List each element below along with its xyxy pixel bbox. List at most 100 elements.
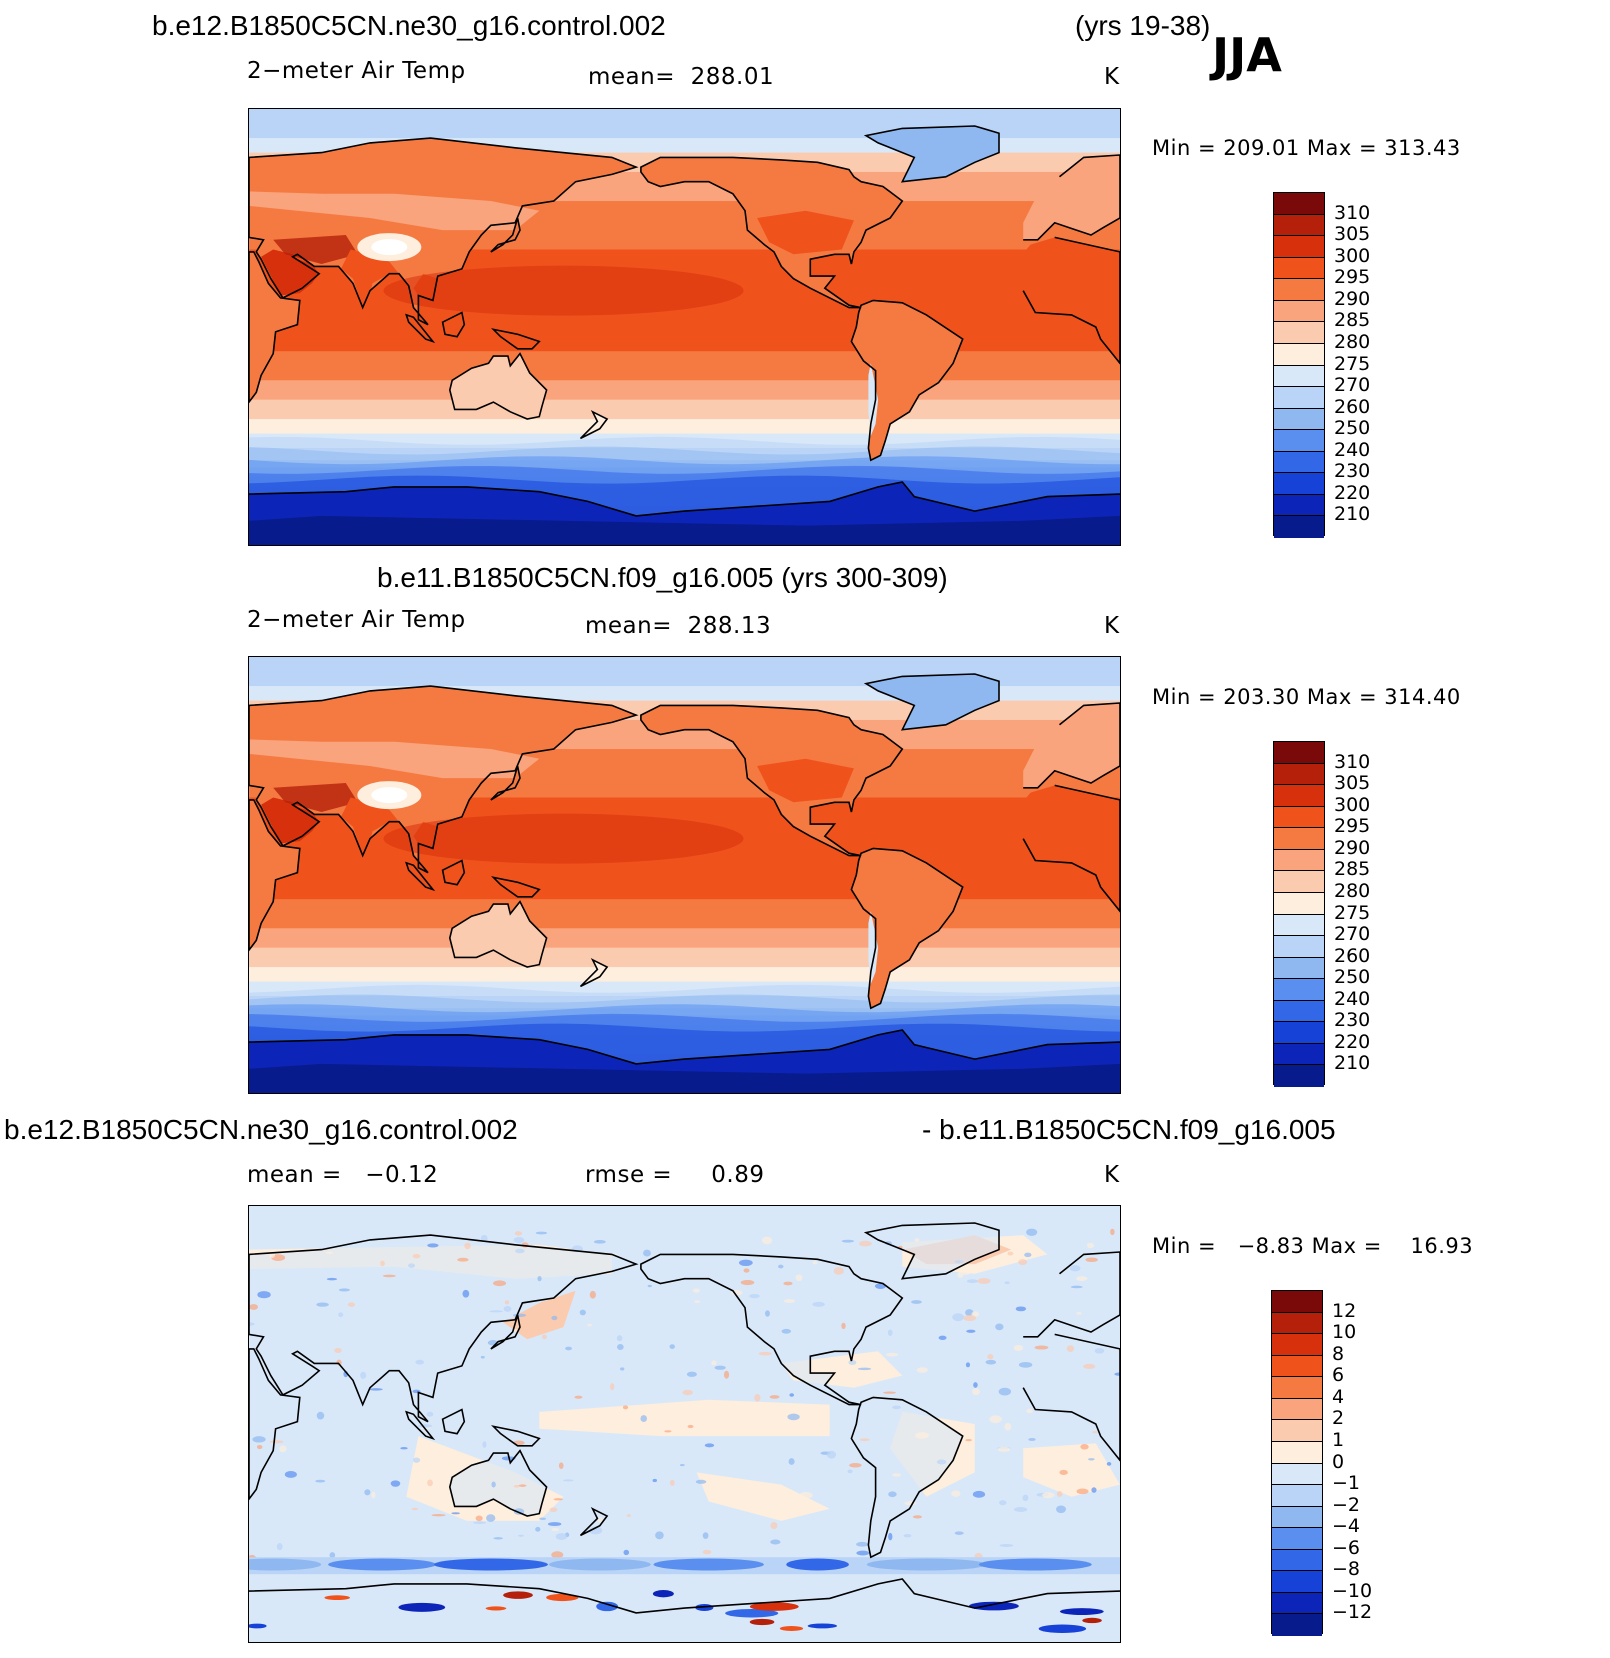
diff-noise: [513, 1236, 525, 1244]
diff-noise: [714, 1365, 726, 1370]
land-africa-west: [1006, 785, 1120, 912]
coastline: [490, 328, 541, 350]
diff-noise: [1013, 1345, 1024, 1351]
colorbar-tick-label: −6: [1332, 1536, 1361, 1559]
coastline: [405, 1410, 436, 1441]
panel3-min-value: −8.83: [1237, 1234, 1305, 1258]
diff-antarctic-anomaly: [485, 1606, 507, 1611]
diff-noise: [883, 1391, 896, 1394]
diff-land: [340, 1346, 399, 1405]
colorbar-tick-label: 295: [1334, 266, 1371, 289]
coastline: [441, 859, 466, 886]
diff-noise: [427, 1243, 439, 1248]
colorbar-swatch: [1274, 343, 1324, 366]
diff-noise: [963, 1314, 977, 1322]
diff-land: [413, 1370, 438, 1422]
diff-land: [1023, 1252, 1120, 1337]
coastline: [448, 900, 548, 968]
map-svg: [249, 657, 1120, 1093]
colorbar-swatch: [1272, 1614, 1322, 1636]
land-arabia: [261, 249, 320, 296]
diff-antarctic-anomaly: [749, 1602, 799, 1611]
diff-noise: [1066, 1345, 1075, 1352]
diff-noise: [859, 1438, 870, 1442]
diff-southern-cold: [866, 1558, 987, 1571]
diff-noise: [795, 1274, 803, 1282]
panel1-units: K: [1104, 64, 1120, 90]
coastline: [490, 876, 541, 898]
panel3-case-b: - b.e11.B1850C5CN.f09_g16.005: [922, 1114, 1336, 1145]
diff-noise: [938, 1335, 947, 1341]
diff-noise: [643, 1249, 651, 1257]
panel3-rmse-label: rmse =: [585, 1162, 673, 1188]
diff-noise: [256, 1444, 263, 1450]
colorbar-tick-label: 220: [1334, 1030, 1371, 1053]
panel1-min-label: Min: [1152, 136, 1191, 160]
colorbar-swatch: [1274, 494, 1324, 517]
diff-noise: [781, 1328, 792, 1334]
diff-noise: [249, 1322, 255, 1326]
diff-noise: [1092, 1431, 1098, 1434]
panel1-max-value: 313.43: [1384, 136, 1461, 160]
ocean-warm-pool: [383, 813, 744, 864]
diff-noise: [549, 1507, 558, 1513]
coastline: [640, 1253, 904, 1406]
colorbar-swatch: [1274, 430, 1324, 452]
colorbar-swatch: [1272, 1506, 1322, 1529]
colorbar-swatch: [1274, 322, 1324, 344]
diff-noise: [415, 1359, 425, 1365]
diff-noise: [412, 1253, 421, 1259]
diff-noise: [284, 1471, 297, 1478]
panel3-mean-value: −0.12: [365, 1162, 439, 1188]
diff-noise: [770, 1521, 778, 1530]
colorbar-swatch: [1274, 387, 1324, 409]
coastline: [863, 125, 1000, 183]
diff-noise: [617, 1343, 624, 1351]
colorbar-tick-label: 240: [1334, 438, 1371, 461]
colorbar-tick-label: 240: [1334, 987, 1371, 1010]
diff-noise: [547, 1522, 562, 1527]
diff-noise: [687, 1424, 694, 1429]
diff-noise: [364, 1489, 371, 1496]
land-andes: [868, 911, 879, 984]
diff-noise: [1015, 1306, 1027, 1312]
land-hot-desert: [273, 783, 358, 812]
colorbar-tick-label: 270: [1334, 923, 1371, 946]
diff-noise: [652, 1478, 657, 1483]
map-svg: [249, 1206, 1120, 1642]
diff-noise: [888, 1491, 897, 1498]
diff-noise: [411, 1507, 419, 1511]
colorbar-tick-label: 230: [1334, 1009, 1371, 1032]
diff-noise: [1056, 1505, 1066, 1514]
diff-antarctic-anomaly: [1038, 1624, 1087, 1633]
diff-noise: [1069, 1265, 1081, 1272]
colorbar-tick-label: 275: [1334, 352, 1371, 375]
diff-noise: [480, 1355, 485, 1359]
diff-antarctic-anomaly: [968, 1601, 1019, 1611]
diff-noise: [841, 1239, 855, 1243]
panel1-colorbar: [1273, 192, 1325, 538]
diff-noise: [812, 1301, 825, 1307]
diff-antarctic-anomaly: [652, 1590, 674, 1598]
panel2-units: K: [1104, 613, 1120, 639]
colorbar-swatch: [1274, 871, 1324, 893]
diff-noise: [985, 1359, 997, 1365]
diff-noise: [1114, 1372, 1120, 1376]
diff-noise: [664, 1430, 672, 1433]
diff-noise: [579, 1309, 586, 1316]
colorbar-swatch: [1272, 1571, 1322, 1593]
diff-noise: [892, 1405, 901, 1410]
colorbar-swatch: [1272, 1334, 1322, 1356]
diff-noise: [770, 1539, 781, 1545]
diff-noise: [856, 1541, 869, 1547]
colorbar-swatch: [1272, 1592, 1322, 1615]
panel1-case-title: b.e12.B1850C5CN.ne30_g16.control.002: [152, 10, 666, 41]
diff-noise: [623, 1549, 630, 1556]
colorbar-swatch: [1274, 914, 1324, 937]
diff-noise: [915, 1432, 929, 1439]
coastline: [490, 217, 521, 253]
diff-noise: [778, 1264, 784, 1269]
diff-noise: [704, 1443, 715, 1448]
land-africa-west: [1006, 237, 1120, 364]
diff-noise: [966, 1279, 978, 1284]
